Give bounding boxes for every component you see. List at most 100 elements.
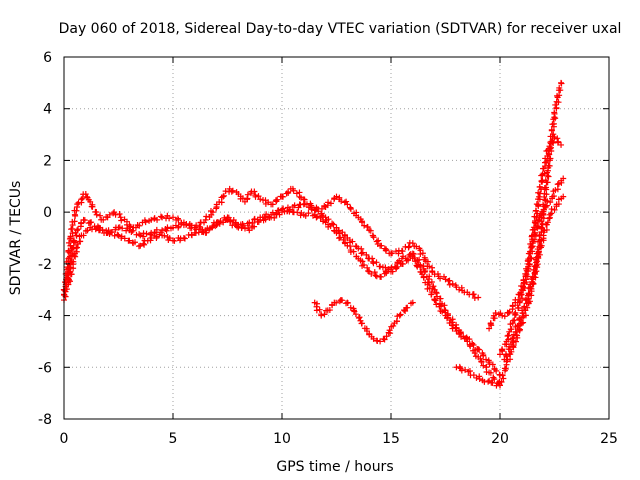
data-point-interp: [273, 210, 280, 217]
data-point-interp: [73, 207, 80, 214]
data-point-interp: [333, 299, 340, 306]
data-point: [170, 214, 176, 221]
data-point: [87, 198, 94, 205]
data-point-interp: [344, 299, 351, 306]
data-point-interp: [389, 250, 396, 257]
data-point-interp: [89, 203, 96, 210]
data-point-interp: [546, 143, 553, 150]
data-point-interp: [539, 177, 546, 184]
data-point-interp: [271, 214, 278, 221]
data-point-interp: [552, 101, 559, 108]
data-point-interp: [404, 304, 411, 311]
data-point-interp: [506, 308, 513, 315]
data-point-interp: [428, 291, 435, 298]
data-point-interp: [444, 315, 451, 322]
data-point-interp: [511, 317, 518, 324]
data-point-interp: [429, 268, 436, 275]
data-point-interp: [347, 205, 354, 212]
data-point-interp: [112, 211, 119, 218]
data-point-interp: [556, 92, 563, 99]
data-point-interp: [75, 226, 82, 233]
data-point: [470, 372, 477, 379]
data-point-interp: [312, 207, 319, 214]
data-point-interp: [73, 245, 80, 252]
data-point-interp: [380, 335, 387, 342]
data-point-interp: [555, 99, 562, 106]
data-point-interp: [279, 193, 286, 200]
data-point-interp: [483, 356, 490, 363]
data-point-interp: [515, 305, 522, 312]
data-point-interp: [549, 121, 556, 128]
data-point-interp: [432, 297, 439, 304]
data-point: [518, 320, 525, 327]
data-point-interp: [136, 222, 143, 229]
data-point-interp: [414, 257, 421, 264]
data-point-interp: [269, 201, 276, 208]
data-point: [148, 216, 155, 223]
data-point-interp: [274, 196, 281, 203]
data-point-interp: [67, 233, 74, 240]
data-point: [396, 312, 403, 319]
data-point: [137, 232, 144, 239]
data-point-interp: [343, 198, 350, 205]
data-point-interp: [105, 227, 112, 234]
data-point-interp: [516, 326, 523, 333]
data-point: [93, 211, 100, 218]
data-point-interp: [543, 184, 550, 191]
data-point-interp: [154, 216, 161, 223]
data-point: [514, 322, 521, 329]
data-point-interp: [142, 219, 149, 226]
data-point: [475, 294, 482, 301]
data-point-interp: [281, 208, 288, 215]
data-point-interp: [316, 306, 323, 313]
data-point-interp: [166, 235, 173, 242]
x-tick-label: 5: [169, 431, 178, 447]
data-point-interp: [536, 251, 543, 258]
data-point-interp: [476, 376, 483, 383]
data-point-interp: [308, 204, 315, 211]
data-point-interp: [341, 239, 348, 246]
data-point-interp: [394, 263, 401, 270]
data-point-interp: [68, 226, 75, 233]
data-point-interp: [528, 243, 535, 250]
data-point-interp: [128, 228, 135, 235]
data-marks: [60, 79, 567, 389]
data-point-interp: [370, 260, 377, 267]
data-point-interp: [315, 208, 322, 215]
data-point-interp: [237, 221, 244, 228]
x-tick-label: 20: [491, 431, 509, 447]
data-point: [464, 338, 471, 345]
data-point-interp: [373, 259, 380, 266]
data-point-interp: [225, 214, 232, 221]
y-tick-label: 2: [43, 153, 52, 169]
data-point-interp: [471, 350, 478, 357]
data-point-interp: [487, 369, 494, 376]
data-point-interp: [519, 310, 526, 317]
data-point-interp: [262, 216, 269, 223]
data-point-interp: [552, 115, 559, 122]
data-point-interp: [269, 209, 276, 216]
data-point-interp: [65, 276, 72, 283]
data-point-interp: [78, 220, 85, 227]
data-point-interp: [136, 231, 143, 238]
data-point: [542, 203, 549, 210]
data-point: [547, 211, 554, 218]
data-point-interp: [352, 311, 359, 318]
data-point-interp: [166, 215, 173, 222]
data-point-interp: [537, 190, 544, 197]
data-point-interp: [458, 333, 465, 340]
data-point-interp: [255, 193, 262, 200]
data-point: [104, 229, 111, 236]
series-track-c: [65, 200, 503, 389]
data-point-interp: [529, 274, 536, 281]
data-point-interp: [356, 314, 363, 321]
data-point: [344, 201, 351, 208]
data-point-interp: [499, 346, 506, 353]
data-point-interp: [507, 356, 514, 363]
series-track-f: [486, 134, 565, 332]
data-point-interp: [531, 230, 538, 237]
data-point-interp: [525, 258, 532, 265]
y-tick-label: 6: [43, 50, 52, 66]
data-point-interp: [358, 320, 365, 327]
data-point-interp: [420, 274, 427, 281]
